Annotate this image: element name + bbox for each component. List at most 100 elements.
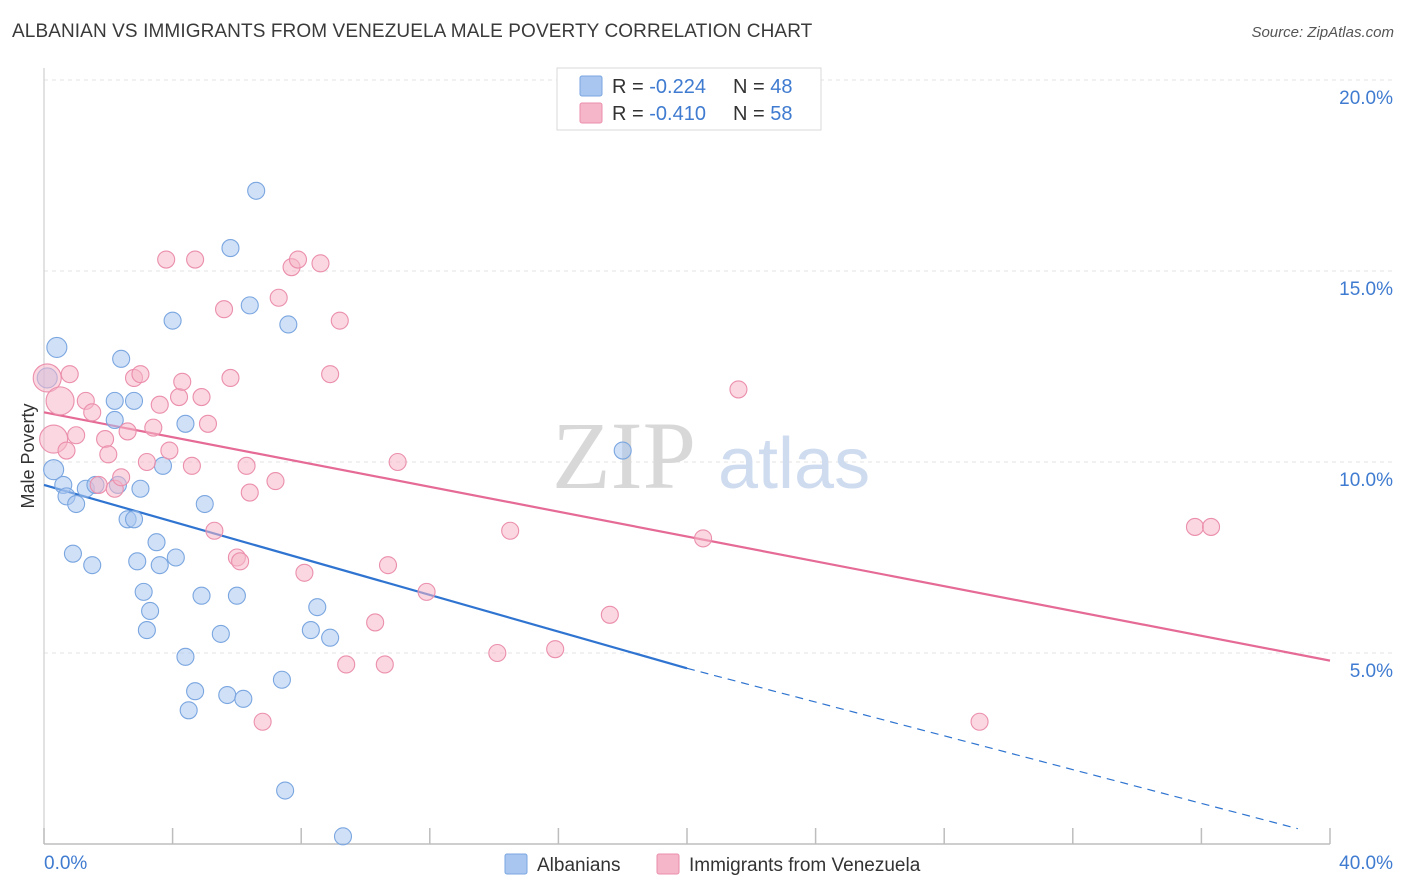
albanian-point	[105, 391, 124, 410]
svg-text:N = 58: N = 58	[733, 103, 793, 125]
venezuela-point	[694, 529, 713, 548]
venezuela-point	[378, 556, 398, 575]
legend-n-value: 58	[770, 103, 792, 125]
venezuela-point	[600, 605, 619, 624]
venezuela-point	[388, 452, 407, 472]
legend-top: R = -0.224 N = 48 R = -0.410 N = 58	[556, 67, 822, 131]
svg-text:R = -0.410: R = -0.410	[612, 103, 706, 125]
albanian-point	[195, 494, 214, 514]
venezuela-point	[96, 430, 115, 449]
albanian-point	[105, 410, 124, 430]
venezuela-point	[169, 388, 189, 407]
bottom-legend-swatch-venezuela	[656, 853, 680, 875]
albanian-point	[321, 628, 340, 647]
venezuela-point	[60, 365, 79, 384]
legend-n-label: N =	[733, 76, 770, 98]
albanian-point	[221, 239, 240, 258]
venezuela-point	[501, 521, 520, 540]
albanian-point	[192, 586, 211, 605]
y-tick-label: 15.0%	[1339, 279, 1393, 300]
venezuela-point	[214, 300, 234, 319]
albanian-point	[272, 670, 291, 689]
venezuela-point	[173, 372, 192, 391]
legend-r-value: -0.410	[649, 103, 706, 125]
venezuela-point	[221, 368, 240, 388]
venezuela-point	[488, 643, 507, 663]
albanian-point	[137, 621, 156, 640]
x-tick-label: 40.0%	[1339, 853, 1393, 874]
albanian-point	[247, 181, 266, 200]
albanian-point	[276, 781, 295, 800]
albanian-point	[153, 456, 173, 475]
albanian-point	[234, 689, 253, 708]
albanian-point	[46, 336, 68, 358]
albanian-point	[147, 533, 166, 552]
albanian-point	[124, 391, 144, 410]
albanian-trend-extension	[686, 667, 1299, 830]
venezuela-point	[321, 365, 340, 384]
venezuela-point	[240, 483, 259, 502]
venezuela-point	[205, 521, 224, 540]
venezuela-point	[1201, 517, 1221, 536]
venezuela-point	[192, 388, 211, 407]
albanian-point	[43, 459, 65, 481]
albanian-point	[333, 827, 353, 846]
albanian-point	[163, 311, 182, 330]
venezuela-point	[150, 395, 169, 414]
venezuela-point	[417, 582, 436, 601]
chart-title: ALBANIAN VS IMMIGRANTS FROM VENEZUELA MA…	[12, 21, 813, 42]
venezuela-point	[366, 613, 385, 632]
venezuela-point	[45, 386, 75, 416]
legend-swatch-albanians	[579, 75, 603, 97]
bottom-legend-swatch-albanians	[504, 853, 528, 875]
venezuela-point	[186, 250, 205, 269]
albanian-point	[308, 598, 327, 617]
source-label: Source: ZipAtlas.com	[1251, 24, 1394, 41]
venezuela-point	[198, 414, 218, 433]
venezuela-point	[160, 441, 179, 460]
y-axis-label: Male Poverty	[18, 403, 38, 508]
watermark-atlas: atlas	[718, 424, 870, 504]
venezuela-point	[137, 452, 156, 472]
y-tick-label: 5.0%	[1350, 661, 1393, 682]
albanian-point	[279, 315, 298, 334]
venezuela-point	[112, 468, 131, 487]
venezuela-point	[266, 472, 285, 491]
trend-lines	[43, 411, 1331, 830]
venezuela-point	[253, 712, 272, 731]
y-tick-label: 20.0%	[1339, 88, 1393, 109]
albanian-point	[124, 510, 144, 529]
venezuela-point	[729, 380, 748, 399]
albanian-point	[211, 624, 230, 643]
tick-labels: 5.0% 10.0% 15.0% 20.0% 0.0% 40.0%	[44, 88, 1393, 874]
venezuela-point	[118, 422, 137, 441]
venezuela-point	[89, 475, 108, 494]
axes	[43, 68, 1331, 845]
legend-r-label: R =	[612, 76, 649, 98]
bottom-legend-venezuela: Immigrants from Venezuela	[689, 855, 921, 876]
bottom-legend-albanians: Albanians	[537, 855, 620, 876]
albanian-point	[176, 647, 195, 666]
venezuela-point	[237, 456, 256, 475]
albanian-point	[613, 441, 632, 460]
albanian-point	[166, 548, 185, 567]
venezuela-trend-line	[43, 411, 1331, 662]
data-points	[32, 181, 1221, 846]
svg-text:R = -0.224: R = -0.224	[612, 76, 706, 98]
venezuela-point	[131, 365, 150, 384]
venezuela-point	[546, 640, 565, 659]
venezuela-point	[57, 441, 76, 460]
albanian-point	[128, 552, 147, 571]
albanian-point	[176, 414, 195, 433]
venezuela-point	[330, 311, 349, 330]
legend-bottom: Albanians Immigrants from Venezuela	[504, 853, 921, 876]
albanian-point	[150, 556, 169, 575]
venezuela-point	[337, 655, 356, 674]
x-tick-label: 0.0%	[44, 853, 87, 874]
svg-text:N = 48: N = 48	[733, 76, 793, 98]
albanian-point	[179, 701, 198, 720]
venezuela-point	[375, 655, 394, 674]
legend-n-value: 48	[770, 76, 792, 98]
albanian-point	[240, 296, 259, 315]
